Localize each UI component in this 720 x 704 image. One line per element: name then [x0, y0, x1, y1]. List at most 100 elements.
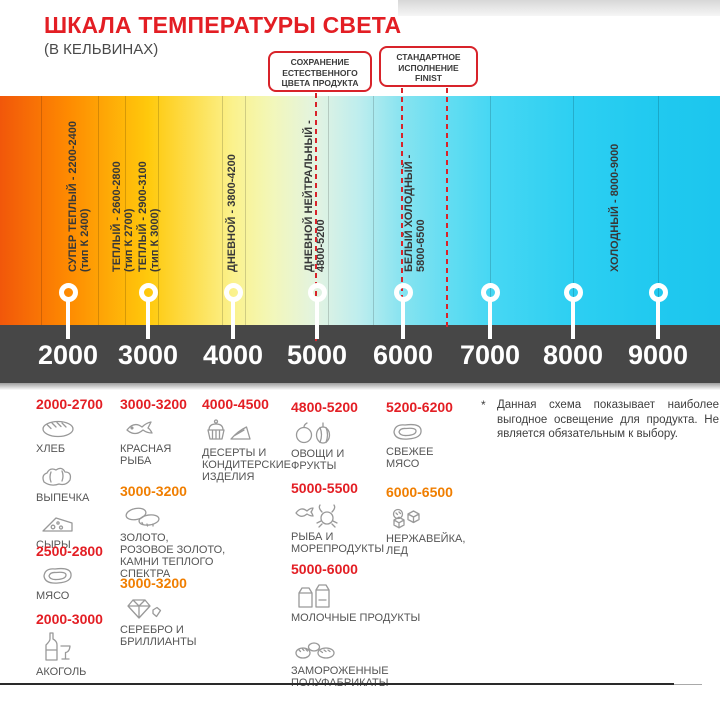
product-label: РЫБА И МОРЕПРОДУКТЫ: [291, 531, 385, 555]
zone-label-cool-white: БЕЛЫЙ ХОЛОДНЫЙ - 5800-6500: [403, 154, 427, 272]
product-item: РЫБА И МОРЕПРОДУКТЫ: [291, 500, 385, 555]
product-label: ВЫПЕЧКА: [36, 492, 90, 504]
zone-divider: [222, 96, 223, 325]
pin-stem: [66, 301, 70, 339]
footer-divider-light: [674, 684, 702, 685]
footer-divider: [0, 683, 674, 685]
alcohol-icon: [45, 632, 71, 661]
seafood-icon: [295, 504, 338, 528]
product-label: НЕРЖАВЕЙКА, ЛЕД: [386, 533, 466, 557]
pin-marker: [481, 283, 500, 302]
product-item: ХЛЕБ: [36, 416, 126, 455]
product-item: ЗОЛОТО, РОЗОВОЕ ЗОЛОТО, КАМНИ ТЕПЛОГО СП…: [120, 503, 226, 580]
callout-natural-color: СОХРАНЕНИЕ ЕСТЕСТВЕННОГО ЦВЕТА ПРОДУКТА: [268, 51, 372, 92]
tick-2000: 2000: [37, 340, 99, 370]
product-group: 2500-2800 МЯСО: [36, 543, 126, 610]
product-item: ОВОЩИ И ФРУКТЫ: [291, 419, 381, 472]
pin-marker: [394, 283, 413, 302]
product-label: СЫРЫ: [36, 539, 71, 551]
temperature-gradient-band: СУПЕР ТЕПЛЫЙ - 2200-2400 (тип К 2400) ТЕ…: [0, 96, 720, 325]
product-label: МЯСО: [36, 590, 70, 602]
frozen-food-icon: [295, 642, 335, 659]
tick-8000: 8000: [542, 340, 604, 370]
tick-9000: 9000: [627, 340, 689, 370]
note-text: Данная схема показывает наиболее выгодно…: [497, 399, 719, 440]
range-header: 5000-6000: [291, 561, 358, 577]
product-group: 3000-3200 КРАСНАЯ РЫБА: [120, 396, 210, 475]
product-item: МОЛОЧНЫЕ ПРОДУКТЫ: [291, 581, 421, 624]
range-header: 2500-2800: [36, 543, 103, 559]
pin-stem: [571, 301, 575, 339]
bar-shadow: [0, 383, 720, 390]
zone-label-cold: ХОЛОДНЫЙ - 8000-9000: [609, 143, 621, 272]
tick-4000: 4000: [202, 340, 264, 370]
product-label: АКОГОЛЬ: [36, 666, 87, 678]
product-label: МОЛОЧНЫЕ ПРОДУКТЫ: [291, 612, 421, 624]
note-asterisk: *: [481, 398, 486, 412]
pin-stem: [315, 301, 319, 339]
product-group: 2000-2700 ХЛЕБ ВЫПЕЧКА СЫРЫ: [36, 396, 126, 559]
product-group: 2000-3000 АКОГОЛЬ: [36, 611, 126, 686]
product-label: КРАСНАЯ РЫБА: [120, 443, 172, 467]
range-header: 3000-3200: [120, 396, 187, 412]
zone-divider: [328, 96, 329, 325]
zone-divider: [490, 96, 491, 325]
page-subtitle: (В КЕЛЬВИНАХ): [44, 41, 159, 58]
top-right-strip: [398, 0, 720, 16]
tick-3000: 3000: [117, 340, 179, 370]
product-group: 5000-6000 МОЛОЧНЫЕ ПРОДУКТЫ ЗАМОРОЖЕННЫЕ…: [291, 561, 421, 697]
product-group: 4000-4500 ДЕСЕРТЫ И КОНДИТЕРСКИЕ ИЗДЕЛИЯ: [202, 396, 292, 491]
product-label: СВЕЖЕЕ МЯСО: [386, 446, 434, 470]
ice-icon: [392, 508, 420, 529]
tick-5000: 5000: [286, 340, 348, 370]
product-item: ДЕСЕРТЫ И КОНДИТЕРСКИЕ ИЗДЕЛИЯ: [202, 416, 292, 483]
zone-label-daylight: ДНЕВНОЙ - 3800-4200: [226, 154, 238, 272]
kelvin-scale-bar: 2000 3000 4000 5000 6000 7000 8000 9000: [0, 325, 720, 383]
marker-line-5000: [315, 84, 317, 342]
product-label: ЗОЛОТО, РОЗОВОЕ ЗОЛОТО, КАМНИ ТЕПЛОГО СП…: [120, 532, 226, 580]
zone-divider: [41, 96, 42, 325]
range-header: 3000-3200: [120, 483, 187, 499]
zone-label-warm-2700: ТЕПЛЫЙ - 2600-2800 (тип К 2700): [111, 161, 135, 272]
diamond-icon: [127, 599, 162, 619]
tick-7000: 7000: [459, 340, 521, 370]
pin-marker: [308, 283, 327, 302]
pin-stem: [146, 301, 150, 339]
cheese-icon: [42, 517, 73, 532]
pin-stem: [401, 301, 405, 339]
bread-icon: [42, 420, 74, 438]
product-group: 5000-5500 РЫБА И МОРЕПРОДУКТЫ: [291, 480, 385, 563]
range-header: 4800-5200: [291, 399, 358, 415]
pin-stem: [231, 301, 235, 339]
zone-divider: [658, 96, 659, 325]
zone-label-warm-3000: ТЕПЛЫЙ - 2900-3100 (тип К 3000): [137, 161, 161, 272]
zone-divider: [573, 96, 574, 325]
range-header: 6000-6500: [386, 484, 453, 500]
product-item: ВЫПЕЧКА: [36, 463, 126, 504]
product-item: СЕРЕБРО И БРИЛЛИАНТЫ: [120, 595, 210, 648]
range-header: 2000-2700: [36, 396, 103, 412]
product-item: СЫРЫ: [36, 512, 126, 551]
product-group: 5200-6200 СВЕЖЕЕ МЯСО: [386, 399, 476, 478]
zone-divider: [245, 96, 246, 325]
marker-line-6000: [401, 79, 403, 327]
zone-divider: [158, 96, 159, 325]
zone-divider: [373, 96, 374, 325]
product-item: АКОГОЛЬ: [36, 631, 126, 678]
pin-marker: [139, 283, 158, 302]
product-label: ОВОЩИ И ФРУКТЫ: [291, 448, 345, 472]
product-group: 4800-5200 ОВОЩИ И ФРУКТЫ: [291, 399, 381, 480]
product-group: 3000-3200 СЕРЕБРО И БРИЛЛИАНТЫ: [120, 575, 210, 656]
pin-marker: [564, 283, 583, 302]
rings-icon: [125, 507, 160, 527]
callout-finist-standard: СТАНДАРТНОЕ ИСПОЛНЕНИЕ FINIST: [379, 46, 478, 87]
pin-stem: [488, 301, 492, 339]
fresh-meat-icon: [393, 423, 422, 440]
meat-icon: [43, 567, 72, 584]
range-header: 2000-3000: [36, 611, 103, 627]
range-header: 4000-4500: [202, 396, 269, 412]
pin-marker: [649, 283, 668, 302]
range-header: 5000-5500: [291, 480, 358, 496]
pin-marker: [224, 283, 243, 302]
